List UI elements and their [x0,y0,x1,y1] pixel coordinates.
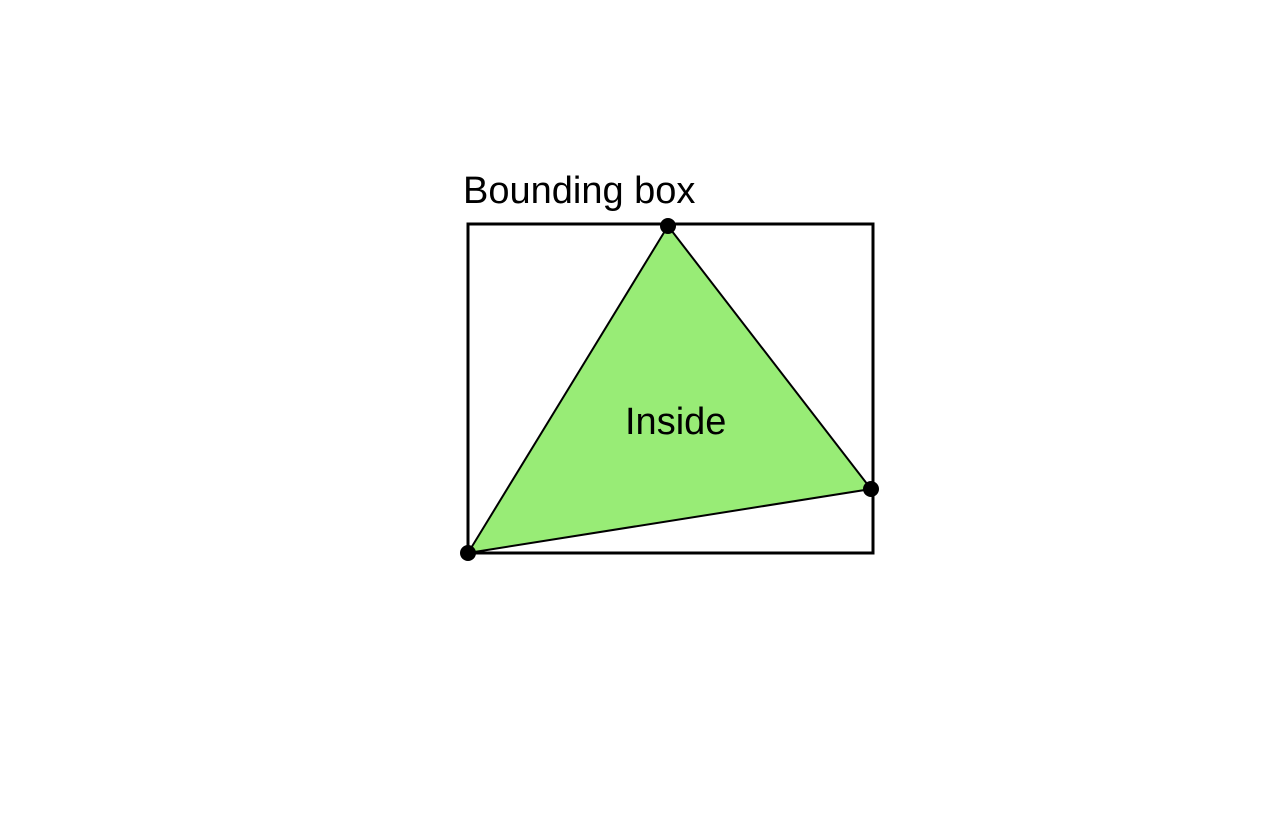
vertex-bottom-left [460,545,476,561]
inside-label: Inside [625,401,726,443]
triangle [466,224,873,555]
vertex-top [660,218,676,234]
vertex-right [863,481,879,497]
bounding-box-label: Bounding box [463,170,695,212]
